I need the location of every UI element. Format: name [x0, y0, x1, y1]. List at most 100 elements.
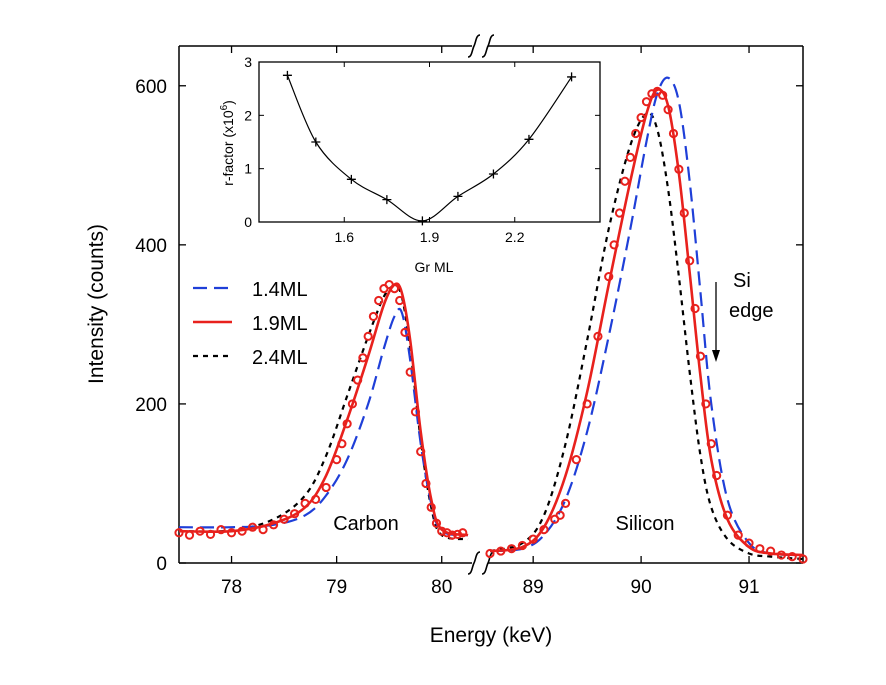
- carbon-data-point: [279, 514, 289, 524]
- annotation-carbon: Carbon: [333, 513, 399, 535]
- carbon-data-point: [363, 331, 373, 341]
- carbon-data-point: [353, 375, 363, 385]
- x-tick-label: 91: [738, 577, 759, 598]
- carbon-data-point: [174, 528, 184, 538]
- y-tick-label: 200: [135, 395, 167, 416]
- silicon-data-point: [706, 439, 716, 449]
- inset-y-title-exp: 6: [219, 104, 230, 110]
- silicon-data-point: [496, 546, 506, 556]
- silicon-data-point: [636, 112, 646, 123]
- inset-data-point: [488, 169, 498, 179]
- silicon-data-point: [593, 331, 603, 341]
- break-mark-top-1: [467, 34, 481, 58]
- silicon-data-point: [658, 90, 668, 100]
- inset-frame: [258, 61, 601, 223]
- carbon-data-point: [216, 524, 226, 535]
- silicon-data-point: [755, 544, 765, 554]
- silicon-data-point: [614, 208, 625, 218]
- inset-data-point: [417, 216, 427, 226]
- carbon-data-point: [410, 407, 421, 417]
- silicon-data-point: [663, 105, 673, 115]
- inset-data-point: [282, 70, 292, 80]
- legend-label-1: 1.4ML: [252, 279, 308, 301]
- silicon-data-point: [668, 128, 679, 139]
- inset-y-title-main: r-factor (x10: [220, 110, 236, 186]
- carbon-data-point: [195, 526, 205, 536]
- inset-y-title: r-factor (x106): [219, 100, 236, 186]
- carbon-data-point: [268, 520, 279, 530]
- silicon-data-point: [582, 399, 592, 409]
- break-mark-bottom-2: [481, 551, 495, 575]
- carbon-data-point: [416, 447, 426, 457]
- carbon-data-point: [395, 295, 405, 306]
- legend-label-2: 1.9ML: [252, 313, 308, 335]
- carbon-data-point: [400, 327, 410, 337]
- break-mark-top-2: [481, 34, 495, 58]
- carbon-series-2-4ML: [178, 285, 469, 541]
- silicon-data-point: [625, 152, 635, 162]
- silicon-data-point: [679, 208, 689, 218]
- inset-x-title: Gr ML: [415, 259, 454, 275]
- carbon-data-point: [342, 419, 352, 429]
- carbon-data-point: [426, 502, 436, 512]
- y-tick-label: 400: [135, 236, 167, 257]
- silicon-data-point: [722, 510, 733, 520]
- inset-data-point: [567, 72, 577, 82]
- carbon-data-point: [290, 509, 300, 519]
- silicon-series-2-4ML: [489, 111, 804, 561]
- carbon-data-point: [226, 528, 237, 538]
- silicon-data-point: [555, 510, 565, 520]
- inset-y-tick-label: 3: [244, 54, 252, 70]
- silicon-data-point: [560, 498, 571, 508]
- inset-x-tick-label: 1.9: [420, 229, 440, 245]
- silicon-data-point: [609, 240, 619, 250]
- carbon-data-point: [405, 367, 415, 377]
- carbon-data-point: [237, 526, 247, 536]
- silicon-data-point: [517, 540, 527, 551]
- inset-y-tick-label: 0: [244, 214, 252, 230]
- silicon-data-point: [685, 256, 695, 266]
- main-plot: 0 200 400 600 78 79 80 89 90 91: [135, 34, 808, 598]
- inset-data-point: [382, 195, 392, 205]
- carbon-data-point: [368, 311, 379, 322]
- carbon-data-point: [184, 530, 195, 540]
- y-tick-label: 0: [156, 554, 167, 575]
- inset-y-tick-label: 1: [244, 161, 252, 177]
- carbon-data-point: [347, 399, 357, 409]
- x-axis-title: Energy (keV): [430, 624, 553, 647]
- x-tick-label: 78: [221, 577, 242, 598]
- carbon-data-point: [431, 518, 442, 528]
- silicon-data-point: [695, 351, 706, 361]
- inset-plot: 0 1 2 3 1.6 1.9 2.2: [244, 54, 601, 245]
- carbon-data-point: [258, 524, 268, 535]
- silicon-data-point: [539, 524, 549, 535]
- inset-data-point: [524, 134, 534, 144]
- inset-y-title-close: ): [220, 100, 236, 105]
- y-axis-title: Intensity (counts): [85, 224, 108, 384]
- silicon-series-1-4ML: [489, 76, 804, 557]
- carbon-data-point: [247, 522, 258, 532]
- silicon-data-point: [798, 554, 808, 564]
- inset-data-point: [346, 174, 356, 184]
- inset-y-tick-label: 2: [244, 107, 252, 123]
- silicon-data-point: [787, 552, 797, 562]
- carbon-data-point: [437, 526, 447, 536]
- silicon-data-point: [571, 455, 581, 465]
- silicon-data-point: [485, 548, 495, 559]
- silicon-data-point: [631, 128, 641, 139]
- x-tick-label: 79: [326, 577, 347, 598]
- carbon-data-point: [447, 530, 457, 540]
- carbon-data-point: [358, 353, 368, 363]
- silicon-data-point: [620, 176, 630, 186]
- inset-data-point: [311, 137, 321, 147]
- silicon-data-point: [776, 550, 787, 560]
- silicon-data-point: [641, 97, 652, 107]
- annotation-si-edge-1: Si: [733, 270, 751, 292]
- break-mark-bottom-1: [467, 551, 481, 575]
- inset-data-point: [453, 191, 463, 201]
- silicon-data-point: [690, 303, 700, 314]
- carbon-data-point: [337, 439, 347, 449]
- annotation-silicon: Silicon: [616, 513, 675, 535]
- silicon-data-point: [733, 530, 743, 540]
